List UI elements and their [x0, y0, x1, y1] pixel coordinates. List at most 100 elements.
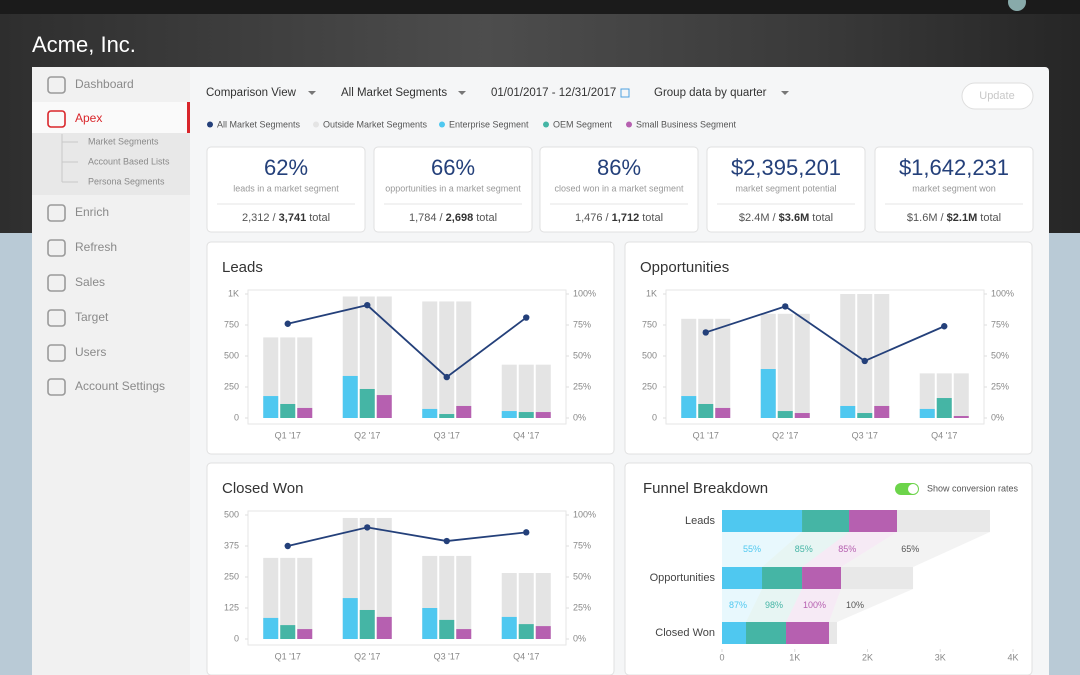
total-bar	[376, 296, 392, 418]
y-tick-label: 0	[234, 412, 239, 422]
nav-item[interactable]: Target	[75, 310, 109, 324]
trend-point	[284, 320, 291, 327]
kpi-sub-part: total	[980, 212, 1001, 224]
segment-bar	[501, 616, 517, 639]
x-tick-label: Q1 '17	[693, 430, 719, 440]
total-bar	[456, 301, 472, 418]
nav-item[interactable]: Users	[75, 345, 106, 359]
submenu	[32, 133, 190, 195]
kpi-value: $2,395,201	[731, 155, 841, 180]
plot-frame	[665, 289, 985, 425]
y-tick-label: 500	[224, 509, 239, 519]
total-bar	[297, 337, 313, 418]
x-tick-label: Q2 '17	[772, 430, 798, 440]
segment-bar	[359, 388, 375, 418]
toggle-label[interactable]: Show conversion rates	[927, 483, 1019, 493]
submenu-item[interactable]: Persona Segments	[88, 176, 165, 186]
toggle-knob[interactable]	[908, 484, 918, 494]
total-bar	[422, 301, 438, 418]
y2-tick-label: 75%	[573, 540, 591, 550]
conversion-rate: 100%	[803, 600, 826, 610]
active-item	[32, 102, 190, 133]
x-tick-label: Q1 '17	[275, 651, 301, 661]
total-bar	[681, 318, 697, 418]
nav-item[interactable]: Dashboard	[75, 77, 134, 91]
total-bar	[439, 555, 455, 639]
trend-point	[284, 542, 291, 550]
top-bar	[0, 0, 1080, 14]
nav-item[interactable]: Apex	[75, 111, 102, 125]
update-label[interactable]: Update	[979, 90, 1014, 102]
nav-item[interactable]: Enrich	[75, 205, 109, 219]
kpi-sub-part: total	[642, 212, 663, 224]
dropdown[interactable]: Group data by quarter	[654, 87, 767, 99]
nav-icon	[47, 204, 66, 222]
kpi-label: market segment won	[912, 183, 996, 193]
funnel-segment	[802, 510, 850, 532]
x-tick-label: Q1 '17	[275, 430, 301, 440]
conversion-rate: 85%	[795, 544, 813, 554]
kpi-sub: 2,312 / 3,741 total	[242, 212, 330, 224]
y2-tick-label: 100%	[991, 288, 1014, 298]
submenu-item[interactable]: Account Based Lists	[88, 156, 170, 166]
y2-tick-label: 25%	[991, 381, 1009, 391]
legend-label: All Market Segments	[217, 119, 301, 129]
dropdown-arrow	[458, 91, 466, 95]
dropdown-arrow	[308, 91, 316, 95]
trend-point	[364, 301, 371, 309]
y2-tick-label: 50%	[573, 350, 591, 360]
kpi-sub-part: 1,476 /	[575, 212, 610, 224]
conversion-rate: 87%	[729, 600, 747, 610]
segment-bar	[874, 405, 890, 418]
kpi-sub: 1,784 / 2,698 total	[409, 212, 497, 224]
dropdown-arrow	[781, 91, 789, 95]
conversion-band	[829, 589, 914, 622]
x-tick-label: Q3 '17	[434, 651, 460, 661]
y2-tick-label: 100%	[573, 509, 596, 519]
segment-bar	[518, 624, 534, 639]
nav-icon	[47, 309, 66, 327]
update-button[interactable]	[961, 82, 1034, 110]
total-bar	[857, 294, 873, 418]
segment-bar	[280, 625, 296, 639]
plot-frame	[247, 289, 567, 425]
kpi-card	[206, 146, 366, 233]
kpi-sub-part: total	[476, 212, 497, 224]
trend-point	[443, 373, 450, 381]
kpi-sub-total: 1,712	[612, 212, 640, 224]
conversion-rate: 85%	[838, 544, 856, 554]
dropdown[interactable]: 01/01/2017 - 12/31/2017	[491, 87, 616, 99]
dropdown[interactable]: All Market Segments	[341, 87, 447, 99]
nav-icon	[47, 239, 66, 257]
conversion-band	[722, 532, 803, 567]
kpi-sub: $1.6M / $2.1M total	[907, 212, 1001, 224]
total-bar	[359, 296, 375, 418]
kpi-value: 66%	[431, 155, 475, 180]
funnel-segment	[829, 622, 838, 644]
nav-item[interactable]: Account Settings	[75, 379, 165, 393]
y2-tick-label: 25%	[573, 602, 591, 612]
nav-item[interactable]: Refresh	[75, 240, 117, 254]
submenu-item[interactable]: Market Segments	[88, 136, 159, 146]
kpi-label: leads in a market segment	[233, 183, 339, 193]
avatar[interactable]	[1008, 0, 1026, 11]
dropdown[interactable]: Comparison View	[206, 87, 297, 99]
conversion-band	[841, 532, 991, 567]
nav-item[interactable]: Sales	[75, 275, 105, 289]
legend-dot	[313, 121, 319, 128]
kpi-value: 62%	[264, 155, 308, 180]
x-tick-label: 4K	[1007, 652, 1018, 662]
category-label: Leads	[685, 515, 715, 527]
chart-title: Opportunities	[640, 259, 729, 276]
kpi-sub-total: 2,698	[446, 212, 474, 224]
total-bar	[535, 573, 551, 639]
y2-tick-label: 0%	[573, 633, 586, 643]
funnel-segment	[722, 510, 803, 532]
legend-dot	[207, 121, 213, 128]
x-tick-label: Q3 '17	[434, 430, 460, 440]
total-bar	[439, 301, 455, 418]
segment-bar	[953, 416, 969, 418]
kpi-sub-total: $2.1M	[947, 212, 978, 224]
y-tick-label: 1K	[646, 288, 657, 298]
